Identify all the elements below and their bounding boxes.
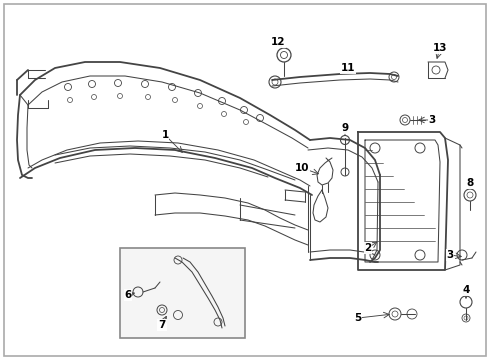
Text: 3: 3 xyxy=(446,250,454,260)
Text: 12: 12 xyxy=(271,37,285,47)
Text: 13: 13 xyxy=(433,43,447,53)
Text: 8: 8 xyxy=(466,178,474,188)
Text: 7: 7 xyxy=(158,320,166,330)
Text: 5: 5 xyxy=(354,313,362,323)
Text: 6: 6 xyxy=(124,290,132,300)
Bar xyxy=(120,248,245,338)
Text: 3: 3 xyxy=(428,115,436,125)
Text: 4: 4 xyxy=(462,285,470,295)
Text: 2: 2 xyxy=(365,243,371,253)
Text: 1: 1 xyxy=(161,130,169,140)
Text: 10: 10 xyxy=(295,163,309,173)
Text: 9: 9 xyxy=(342,123,348,133)
Text: 11: 11 xyxy=(341,63,355,73)
